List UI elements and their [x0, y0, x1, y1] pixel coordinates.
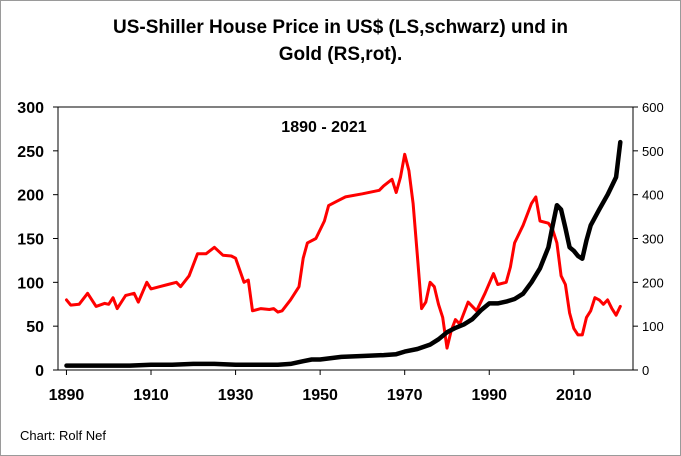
chart-annotation: 1890 - 2021 [281, 119, 367, 136]
plot-area [57, 106, 634, 371]
left-axis-tick-label: 100 [17, 275, 44, 292]
chart-title-line-2: Gold (RS,rot). [278, 44, 403, 65]
x-axis-tick-label: 1930 [218, 387, 254, 404]
left-axis-tick-label: 50 [26, 319, 44, 336]
x-axis-tick-label: 1990 [471, 387, 507, 404]
right-axis-tick-label: 0 [642, 363, 649, 378]
chart-credit: Chart: Rolf Nef [20, 428, 106, 443]
right-axis-tick-label: 600 [642, 100, 664, 115]
x-axis-tick-label: 1970 [387, 387, 423, 404]
x-axis-tick-label: 1890 [49, 387, 85, 404]
left-axis-tick-label: 200 [17, 188, 44, 205]
x-axis-tick-label: 2010 [556, 387, 592, 404]
left-axis-tick-label: 150 [17, 232, 44, 249]
x-axis-tick-label: 1950 [302, 387, 338, 404]
chart-title-line-1: US-Shiller House Price in US$ (LS,schwar… [112, 17, 569, 38]
series-line-usd-black [64, 139, 623, 368]
chart-title: US-Shiller House Price in US$ (LS,schwar… [0, 14, 681, 68]
right-axis-tick-label: 200 [642, 275, 664, 290]
right-axis-tick-label: 400 [642, 188, 664, 203]
x-axis-tick-label: 1910 [133, 387, 169, 404]
left-axis-tick-label: 300 [17, 100, 44, 117]
right-axis-tick-label: 500 [642, 144, 664, 159]
right-axis-tick-label: 300 [642, 232, 664, 247]
left-axis-tick-label: 0 [35, 363, 44, 380]
right-axis-tick-label: 100 [642, 319, 664, 334]
series-line-gold-red [65, 152, 622, 350]
left-axis-tick-label: 250 [17, 144, 44, 161]
